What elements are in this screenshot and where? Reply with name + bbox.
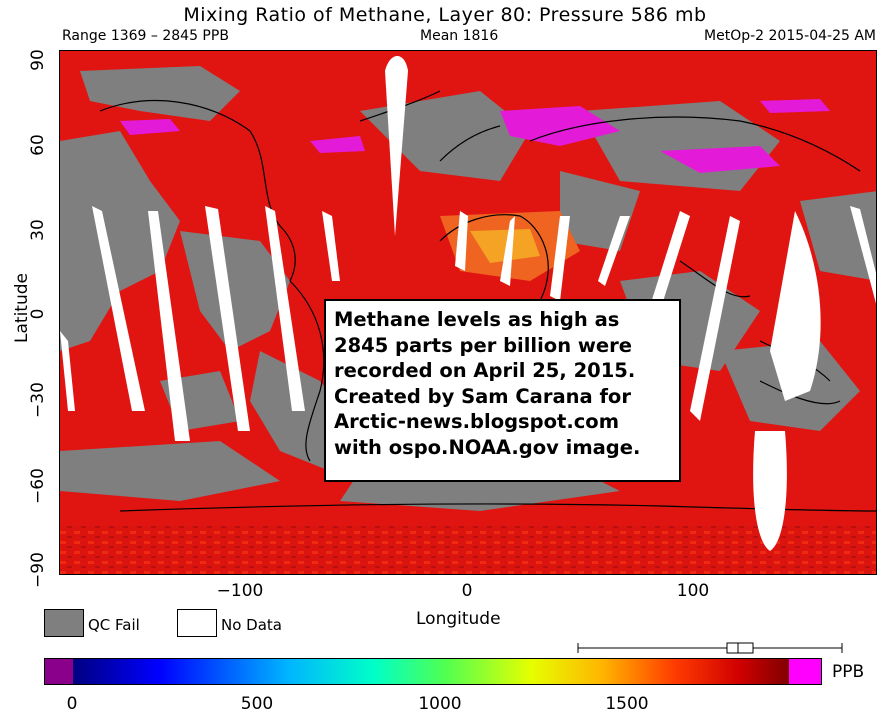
colorbar-tick-1000: 1000 — [418, 694, 462, 714]
methane-map: Methane levels as high as 2845 parts per… — [59, 50, 877, 575]
colorbar — [44, 658, 822, 685]
map-title: Mixing Ratio of Methane, Layer 80: Press… — [183, 4, 707, 26]
x-axis-label: Longitude — [416, 609, 501, 629]
y-tick-minus60: −60 — [28, 468, 48, 504]
colorbar-tick-0: 0 — [66, 694, 78, 714]
colorbar-tick-500: 500 — [240, 694, 274, 714]
colorbar-gradient — [45, 659, 821, 684]
colorbar-tick-1500: 1500 — [605, 694, 649, 714]
map-canvas — [60, 51, 876, 574]
y-tick-minus90: −90 — [28, 552, 48, 588]
x-tick-0: 0 — [461, 581, 473, 601]
qc-fail-swatch — [44, 609, 84, 637]
mean-text: Mean 1816 — [420, 28, 499, 44]
source-date-text: MetOp-2 2015-04-25 AM — [704, 28, 876, 44]
no-data-swaths — [60, 56, 876, 551]
no-data-swatch — [177, 609, 217, 637]
qc-fail-label: QC Fail — [88, 616, 140, 634]
colorbar-over — [789, 659, 821, 684]
peak-methane-areas — [120, 99, 830, 173]
no-data-label: No Data — [221, 616, 282, 634]
y-tick-60: 60 — [28, 134, 48, 156]
colorbar-unit: PPB — [832, 662, 865, 682]
y-axis-label: Latitude — [12, 273, 32, 343]
colorbar-scale — [73, 659, 789, 684]
southern-band — [60, 526, 876, 574]
x-tick-minus100: −100 — [216, 581, 264, 601]
range-text: Range 1369 – 2845 PPB — [62, 28, 229, 44]
y-tick-90: 90 — [28, 49, 48, 71]
distribution-boxplot — [577, 642, 843, 654]
y-tick-30: 30 — [28, 219, 48, 241]
annotation-box: Methane levels as high as 2845 parts per… — [324, 299, 681, 482]
y-tick-minus30: −30 — [28, 382, 48, 418]
x-tick-100: 100 — [676, 581, 710, 601]
colorbar-under — [45, 659, 73, 684]
